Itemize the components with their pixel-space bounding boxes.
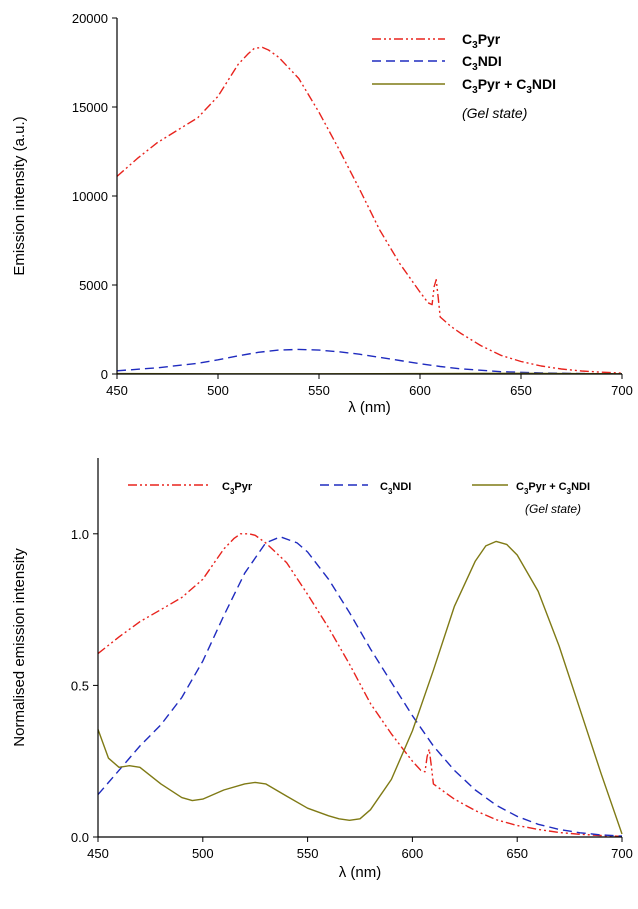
panel-bottom-normalised-emission: 450 500 550 600 650 700 0.0 0.5 1.0 λ (nm) Normali… <box>11 458 633 881</box>
y-tick-label: 5000 <box>79 278 108 293</box>
series-line-c3pyr <box>97 533 623 838</box>
x-tick-label: 650 <box>506 846 528 861</box>
x-tick-label: 600 <box>402 846 424 861</box>
y-tick-label: 1.0 <box>71 527 89 542</box>
x-tick-label: 700 <box>611 846 633 861</box>
y-tick-label: 10000 <box>72 189 108 204</box>
x-tick-label: 450 <box>106 383 128 398</box>
legend-label-0: C3Pyr <box>462 31 501 51</box>
x-axis-label: λ (nm) <box>348 399 391 416</box>
legend-gel-state-note: (Gel state) <box>525 502 581 516</box>
y-tick-label: 0 <box>101 367 108 382</box>
legend-label-2: C3Pyr + C3NDI <box>516 481 590 496</box>
x-tick-label: 500 <box>207 383 229 398</box>
x-tick-label: 700 <box>611 383 633 398</box>
x-tick-label: 650 <box>510 383 532 398</box>
legend-gel-state-note: (Gel state) <box>462 105 527 121</box>
series-line-c3pyr-c3ndi-gel-state- <box>97 540 623 835</box>
y-tick-label: 15000 <box>72 100 108 115</box>
x-tick-label: 550 <box>308 383 330 398</box>
series-line-c3pyr <box>116 46 623 374</box>
y-tick-label: 20000 <box>72 11 108 26</box>
x-axis-label: λ (nm) <box>339 864 382 881</box>
x-tick-label: 500 <box>192 846 214 861</box>
legend-label-1: C3NDI <box>462 53 502 73</box>
y-axis-label: Normalised emission intensity <box>11 548 28 747</box>
series-line-c3ndi <box>97 536 623 837</box>
legend-label-2: C3Pyr + C3NDI <box>462 76 556 96</box>
panel-top-absolute-emission: 450 500 550 600 650 700 0 5000 10000 15000 20000 λ … <box>11 11 633 416</box>
legend-label-1: C3NDI <box>380 481 411 496</box>
x-tick-label: 450 <box>87 846 109 861</box>
y-axis-label: Emission intensity (a.u.) <box>11 116 28 275</box>
legend-label-0: C3Pyr <box>222 481 253 496</box>
series-line-c3ndi <box>116 348 623 375</box>
y-tick-label: 0.5 <box>71 678 89 693</box>
x-tick-label: 550 <box>297 846 319 861</box>
legend: C3Pyr C3NDI C3Pyr + C3NDI (Gel state) <box>128 481 590 516</box>
y-tick-label: 0.0 <box>71 830 89 845</box>
x-tick-label: 600 <box>409 383 431 398</box>
